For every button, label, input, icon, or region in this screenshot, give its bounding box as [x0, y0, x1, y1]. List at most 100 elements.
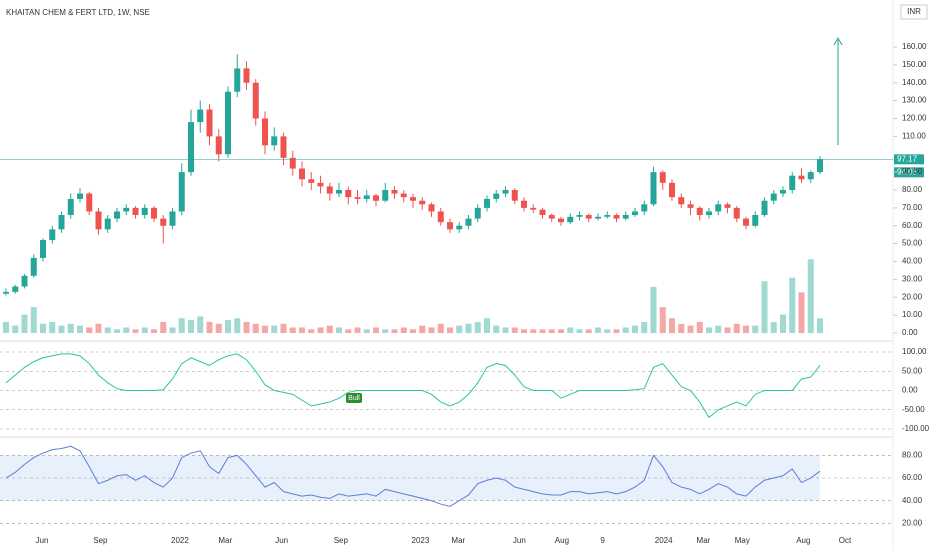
volume-bar: [234, 318, 241, 333]
candle-body: [817, 159, 823, 173]
candle-body: [780, 190, 786, 194]
candle-body: [706, 211, 712, 216]
volume-bar: [373, 327, 379, 333]
volume-bar: [225, 320, 231, 333]
volume-bar: [299, 327, 305, 333]
candle-body: [678, 197, 685, 205]
volume-bar: [604, 329, 611, 333]
volume-bar: [151, 329, 157, 333]
y-tick-label: 20.00: [902, 292, 923, 301]
y-tick-label: 160.00: [902, 42, 927, 51]
volume-bar: [696, 321, 703, 333]
volume-bar: [419, 325, 426, 333]
candle-body: [141, 207, 148, 216]
y-tick-label: 150.00: [902, 60, 927, 69]
volume-bar: [780, 314, 786, 333]
price-tag-label: 96.05: [897, 167, 918, 176]
volume-bar: [215, 323, 222, 333]
volume-bar: [252, 323, 259, 333]
candle-body: [789, 175, 796, 190]
candle-body: [659, 172, 666, 183]
y-tick-label: -50.00: [902, 405, 925, 414]
volume-bar: [345, 329, 352, 333]
volume-bar: [530, 329, 537, 333]
candle-body: [724, 204, 731, 208]
y-tick-label: 50.00: [902, 239, 923, 248]
volume-bar: [678, 323, 685, 333]
x-tick-label: Jun: [36, 536, 49, 545]
candle-body: [345, 190, 352, 198]
candle-body: [502, 190, 509, 194]
price-tag-label: 97.17: [897, 154, 918, 163]
candle-body: [733, 207, 740, 219]
volume-bar: [465, 323, 472, 333]
volume-bar: [271, 325, 278, 333]
volume-bar: [798, 292, 805, 333]
volume-bar: [58, 325, 65, 333]
candle-body: [151, 207, 157, 219]
volume-bar: [706, 327, 712, 333]
candle-body: [308, 179, 315, 183]
candle-body: [280, 136, 287, 158]
volume-bar: [197, 316, 204, 333]
volume-bar: [807, 259, 814, 333]
candle-body: [67, 198, 74, 216]
candle-body: [225, 91, 231, 155]
volume-bar: [669, 318, 675, 333]
y-tick-label: 60.00: [902, 473, 923, 482]
candle-body: [197, 109, 204, 123]
volume-bar: [743, 325, 749, 333]
volume-bar: [752, 325, 759, 333]
volume-bar: [733, 323, 740, 333]
volume-bar: [558, 329, 564, 333]
candle-body: [206, 109, 213, 137]
candle-body: [271, 136, 278, 146]
y-tick-label: 40.00: [902, 496, 923, 505]
candle-body: [178, 172, 185, 212]
volume-bar: [40, 323, 46, 333]
candle-body: [465, 218, 472, 226]
candle-body: [234, 68, 241, 92]
volume-bar: [30, 307, 37, 333]
volume-bar: [613, 329, 620, 333]
x-tick-label: 2023: [412, 536, 430, 545]
y-tick-label: 40.00: [902, 257, 923, 266]
currency: INR: [907, 7, 921, 16]
candle-body: [456, 225, 463, 230]
y-tick-label: 100.00: [902, 347, 927, 356]
candle-body: [114, 211, 120, 219]
volume-bar: [650, 286, 657, 333]
candle-body: [49, 229, 56, 241]
volume-bar: [363, 329, 370, 333]
candle-body: [95, 211, 102, 230]
volume-bar: [188, 320, 194, 333]
volume-bar: [770, 321, 777, 333]
volume-bar: [86, 327, 93, 333]
candle-body: [622, 215, 629, 219]
volume-bar: [354, 327, 361, 333]
volume-bar: [724, 327, 731, 333]
candle-body: [447, 222, 453, 230]
target-arrow-head: [833, 36, 843, 46]
candle-body: [585, 215, 592, 219]
candle-body: [558, 218, 564, 223]
volume-bar: [456, 325, 463, 333]
x-tick-label: Mar: [218, 536, 232, 545]
candle-body: [3, 291, 9, 294]
candle-body: [696, 207, 703, 216]
candle-body: [326, 186, 333, 194]
candle-body: [530, 207, 537, 210]
volume-bar: [595, 327, 601, 333]
candle-body: [77, 193, 83, 199]
y-tick-label: 10.00: [902, 310, 923, 319]
volume-bar: [502, 327, 509, 333]
candle-body: [567, 216, 574, 223]
x-tick-label: Oct: [839, 536, 852, 545]
candle-body: [30, 257, 37, 276]
candle-body: [354, 197, 361, 199]
volume-bar: [317, 327, 324, 333]
candle-body: [40, 240, 46, 258]
x-tick-label: Mar: [451, 536, 465, 545]
currency-box[interactable]: [900, 4, 928, 20]
candle-body: [262, 118, 268, 146]
